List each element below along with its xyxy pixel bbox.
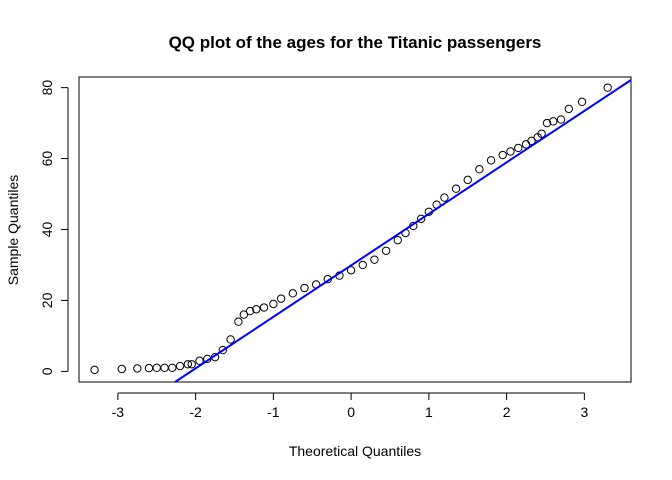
data-point: [514, 143, 523, 153]
data-point: [187, 360, 196, 369]
x-tick-label: -2: [189, 404, 202, 420]
y-tick-label: 60: [39, 151, 55, 167]
data-point: [226, 335, 235, 344]
data-point: [90, 365, 99, 375]
data-point: [486, 156, 496, 165]
data-point: [195, 356, 204, 365]
data-point: [358, 260, 367, 270]
data-point: [556, 115, 566, 124]
data-points: [90, 83, 612, 375]
x-tick-label: 1: [425, 404, 433, 420]
data-point: [451, 184, 461, 193]
y-tick-label: 20: [39, 292, 55, 308]
data-point: [276, 294, 286, 303]
data-point: [183, 360, 193, 369]
x-axis: -3 -2 -1 0 1 2 3: [112, 392, 588, 420]
data-point: [117, 364, 126, 374]
reference-line-layer: [174, 79, 632, 383]
data-point: [234, 317, 243, 326]
data-point: [440, 193, 449, 202]
data-point: [498, 150, 507, 160]
data-point: [269, 299, 278, 309]
data-point: [152, 363, 161, 373]
data-point: [259, 303, 269, 312]
x-tick-label: -1: [267, 404, 280, 420]
data-point: [475, 165, 484, 174]
data-point: [144, 363, 154, 373]
data-point: [252, 305, 261, 314]
data-point: [175, 361, 185, 371]
x-tick-label: 0: [347, 404, 355, 420]
reference-line: [174, 79, 632, 383]
x-tick-label: 3: [580, 404, 588, 420]
data-point: [463, 175, 472, 185]
data-point: [239, 310, 249, 319]
data-point: [416, 214, 426, 224]
data-point: [542, 118, 552, 128]
data-point: [577, 97, 587, 107]
y-tick-label: 40: [39, 222, 55, 238]
plot-frame: [78, 76, 632, 383]
y-axis: 0 20 40 60 80: [39, 80, 69, 375]
data-point: [537, 129, 546, 138]
data-point: [564, 104, 574, 114]
data-point: [168, 363, 177, 373]
data-point: [527, 136, 536, 146]
y-axis-label: Sample Quantiles: [5, 175, 21, 286]
data-point: [160, 363, 169, 373]
data-point: [506, 147, 515, 156]
data-point: [393, 235, 402, 245]
y-tick-label: 0: [39, 367, 55, 375]
data-point: [549, 117, 558, 126]
data-point: [133, 364, 142, 373]
y-tick-label: 80: [39, 80, 55, 96]
x-tick-label: -3: [112, 404, 125, 420]
x-tick-label: 2: [503, 404, 511, 420]
data-point: [603, 83, 612, 92]
data-point: [300, 283, 309, 293]
data-point: [245, 306, 255, 316]
data-point: [381, 246, 391, 255]
data-point: [218, 345, 228, 355]
data-point: [370, 255, 379, 264]
x-axis-label: Theoretical Quantiles: [289, 443, 421, 459]
chart-title: QQ plot of the ages for the Titanic pass…: [169, 33, 542, 52]
data-point: [288, 289, 298, 298]
